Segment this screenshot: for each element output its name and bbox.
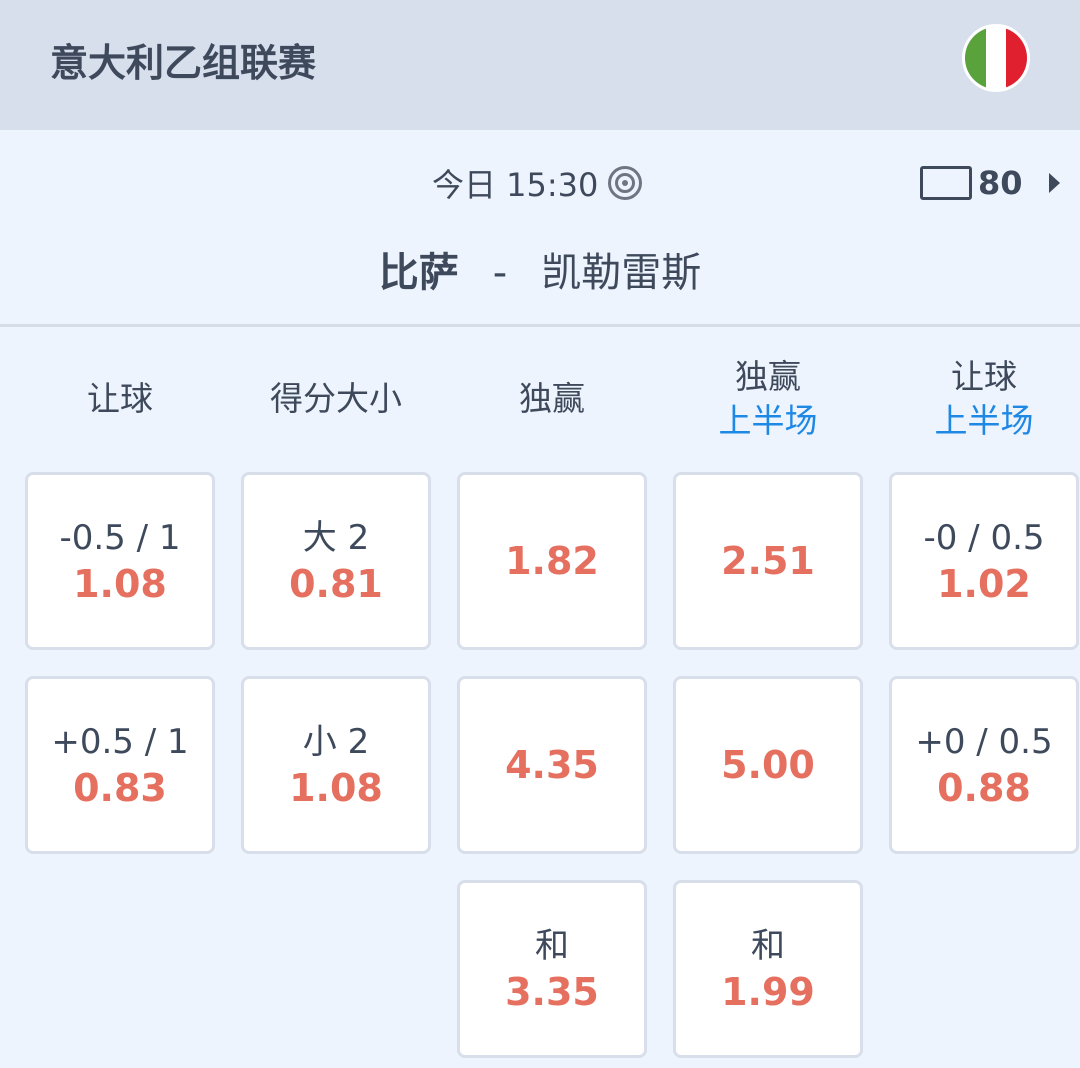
odds-line: +0.5 / 1 [51,722,189,762]
odds-value: 0.88 [937,766,1031,810]
odds-value: 3.35 [505,970,599,1014]
column-header: 独赢 [457,377,647,421]
column-title: 独赢 [735,357,801,396]
away-team: 凯勒雷斯 [541,250,702,296]
column-title: 得分大小 [270,379,402,418]
odds-button[interactable]: 1.82 [457,472,647,650]
odds-value: 1.08 [73,562,167,606]
odds-button[interactable]: 大 2 0.81 [241,472,431,650]
odds-button[interactable]: 和 3.35 [457,880,647,1058]
team-separator: - [492,250,508,296]
odds-button[interactable]: 2.51 [673,472,863,650]
column-subtitle: 上半场 [718,401,818,440]
odds-value: 4.35 [505,743,599,787]
odds-button[interactable]: -0.5 / 1 1.08 [25,472,215,650]
odds-value: 0.83 [73,766,167,810]
odds-value: 0.81 [289,562,383,606]
match-time: 今日 15:30 [432,160,643,206]
chevron-right-icon [1048,173,1060,193]
odds-line: -0.5 / 1 [59,518,181,558]
odds-line: +0 / 0.5 [915,722,1053,762]
odds-line: 小 2 [302,722,370,762]
column-header: 独赢 上半场 [673,355,863,443]
odds-line: -0 / 0.5 [923,518,1045,558]
tv-icon [920,166,972,200]
odds-value: 1.82 [505,539,599,583]
column-title: 让球 [951,357,1017,396]
odds-button[interactable]: 和 1.99 [673,880,863,1058]
match-time-text: 今日 15:30 [432,166,599,204]
divider [0,324,1080,327]
odds-line: 和 [535,926,569,966]
odds-button[interactable]: -0 / 0.5 1.02 [889,472,1079,650]
odds-button[interactable]: +0.5 / 1 0.83 [25,676,215,854]
odds-button[interactable]: 4.35 [457,676,647,854]
column-header: 让球 [25,377,215,421]
column-title: 独赢 [519,379,585,418]
column-title: 让球 [87,379,153,418]
odds-value: 1.99 [721,970,815,1014]
tv-count: 80 [978,164,1023,202]
odds-value: 2.51 [721,539,815,583]
home-team: 比萨 [378,250,459,296]
league-title: 意大利乙组联赛 [50,41,317,85]
column-header: 得分大小 [241,377,431,421]
odds-button[interactable]: 5.00 [673,676,863,854]
match-teams: 比萨 - 凯勒雷斯 [0,240,1080,298]
odds-value: 5.00 [721,743,815,787]
odds-button[interactable]: +0 / 0.5 0.88 [889,676,1079,854]
odds-button[interactable]: 小 2 1.08 [241,676,431,854]
league-header: 意大利乙组联赛 [0,0,1080,130]
italy-flag-icon [962,24,1030,92]
column-subtitle: 上半场 [934,401,1034,440]
odds-value: 1.02 [937,562,1031,606]
odds-value: 1.08 [289,766,383,810]
tv-button[interactable]: 80 [920,164,1060,202]
odds-line: 和 [751,926,785,966]
target-icon [608,166,643,200]
column-header: 让球 上半场 [889,355,1079,443]
odds-line: 大 2 [302,518,370,558]
